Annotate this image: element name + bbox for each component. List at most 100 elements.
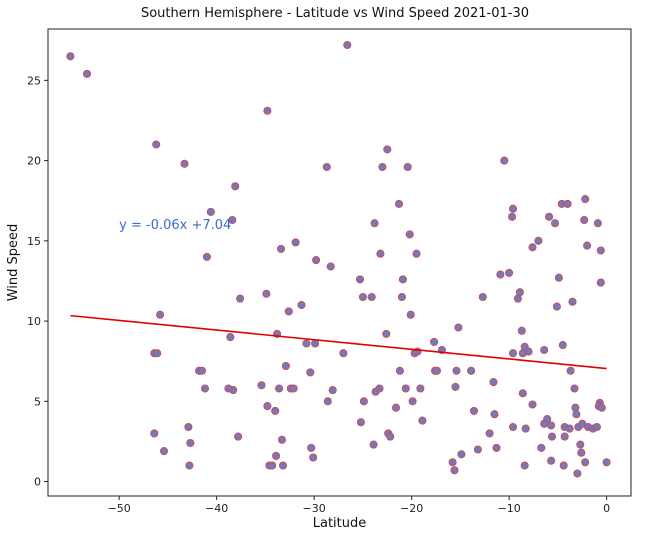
data-point (412, 249, 421, 258)
data-point (369, 440, 378, 449)
plot-area (66, 40, 611, 478)
data-point (457, 450, 466, 459)
data-point (355, 275, 365, 284)
data-point (568, 297, 577, 306)
data-point (186, 438, 195, 448)
data-point (326, 262, 335, 271)
plot-frame (47, 28, 632, 497)
data-point (263, 106, 272, 115)
data-point (383, 145, 392, 154)
data-point (378, 162, 387, 172)
data-point (485, 429, 494, 438)
data-point (416, 384, 425, 393)
data-point (206, 207, 215, 216)
data-point (573, 469, 582, 478)
data-point (359, 397, 368, 406)
data-point (228, 215, 237, 225)
data-point (197, 366, 207, 375)
data-point (263, 402, 272, 411)
x-tick-label: 0 (603, 502, 610, 515)
data-point (452, 366, 461, 375)
x-tick-label: −50 (108, 502, 131, 515)
data-point (508, 212, 517, 221)
data-point (406, 310, 415, 319)
data-point (500, 156, 509, 165)
data-point (418, 416, 427, 425)
data-point (311, 339, 320, 348)
data-point (490, 410, 499, 419)
regression-equation: y = -0.06x +7.04 (119, 218, 231, 233)
data-point (276, 244, 286, 253)
data-point (307, 443, 316, 452)
data-point (322, 162, 331, 172)
data-point (289, 384, 298, 393)
data-point (271, 406, 280, 415)
data-point (202, 252, 211, 261)
data-point (508, 422, 518, 432)
data-point (297, 300, 306, 310)
data-point (82, 69, 92, 78)
y-axis: 0 5 10 15 20 25 (27, 74, 48, 489)
data-point (277, 435, 287, 444)
data-point (309, 453, 318, 462)
data-point (152, 140, 161, 149)
data-point (581, 458, 590, 467)
data-point (597, 403, 606, 412)
data-point (508, 349, 518, 358)
data-point (448, 458, 457, 467)
data-point (508, 204, 518, 213)
data-point (257, 381, 266, 390)
data-point (328, 386, 337, 395)
data-point (185, 461, 194, 470)
data-point (343, 40, 352, 50)
data-point (430, 337, 439, 346)
y-axis-label: Wind Speed (6, 224, 21, 302)
data-point (580, 215, 589, 225)
data-point (528, 400, 537, 409)
data-point (224, 384, 233, 393)
data-point (284, 307, 293, 316)
data-point (356, 418, 365, 427)
data-point (547, 432, 557, 441)
data-point (278, 461, 288, 470)
data-point (231, 182, 240, 191)
x-tick-label: −20 (400, 502, 423, 515)
data-point (200, 384, 210, 393)
data-point (537, 443, 546, 452)
data-point (323, 397, 332, 406)
data-point (450, 466, 459, 475)
data-point (596, 246, 605, 255)
data-point (391, 403, 401, 412)
data-point (394, 199, 404, 208)
regression-line (70, 314, 607, 370)
data-point (505, 268, 514, 277)
data-point (234, 432, 243, 441)
data-point (398, 275, 407, 284)
y-tick-label: 5 (34, 395, 41, 408)
data-point (156, 310, 165, 319)
x-axis-label: Latitude (313, 516, 367, 531)
data-point (547, 456, 556, 465)
data-point (566, 366, 575, 375)
data-point (592, 422, 601, 432)
data-point (593, 219, 602, 228)
data-point (401, 384, 410, 393)
y-tick-label: 20 (27, 155, 41, 168)
data-point (454, 323, 463, 332)
data-point (467, 366, 476, 375)
y-tick-label: 10 (27, 315, 41, 328)
y-tick-label: 0 (34, 476, 41, 489)
data-point (153, 349, 162, 358)
data-point (268, 461, 277, 470)
data-point (226, 333, 235, 342)
data-point (521, 424, 530, 433)
x-axis: −50 −40 −30 −20 −10 0 (108, 496, 610, 515)
data-point (560, 432, 569, 441)
data-point (180, 159, 189, 168)
data-point (262, 289, 271, 298)
data-point (554, 273, 563, 282)
chart-title: Southern Hemisphere - Latitude vs Wind S… (141, 6, 529, 21)
data-point (159, 447, 169, 456)
data-point (236, 294, 245, 303)
